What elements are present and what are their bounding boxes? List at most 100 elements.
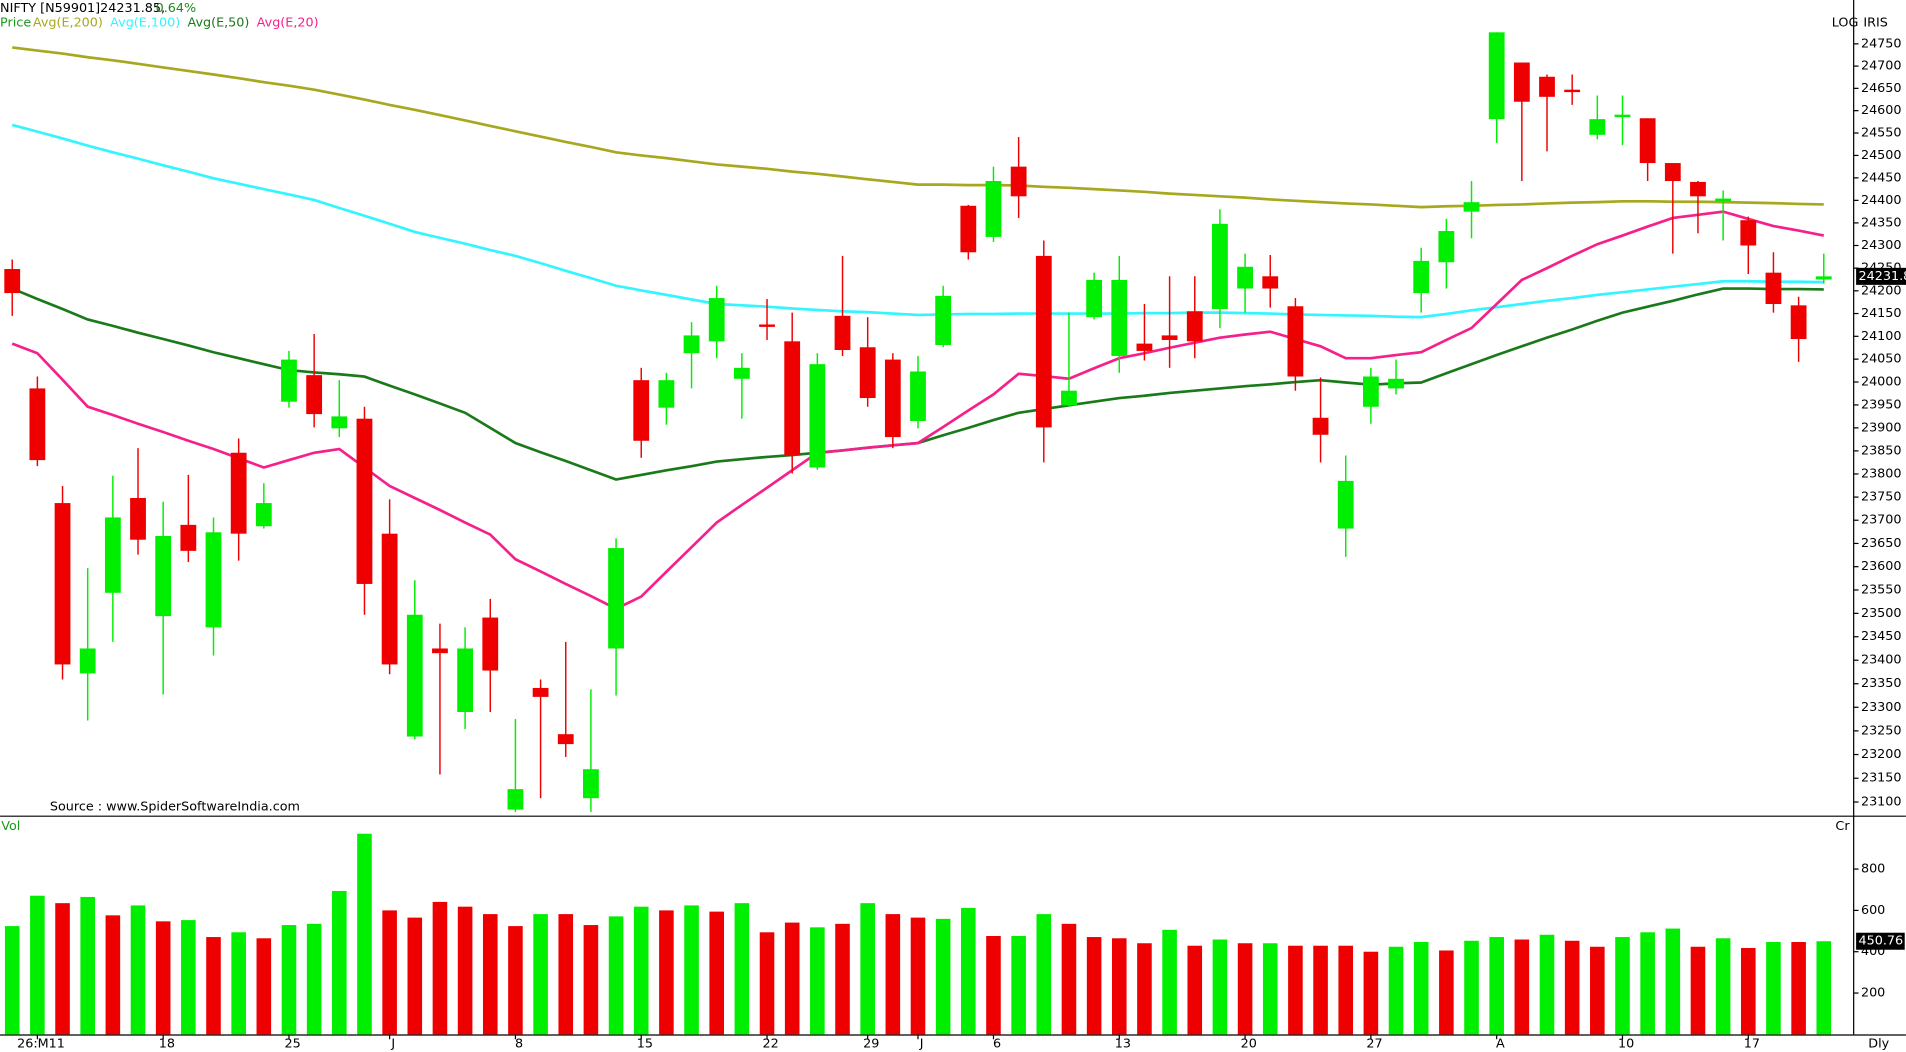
x-tick-label: 26:M11 xyxy=(17,1037,65,1052)
candle-body xyxy=(230,452,247,534)
volume-bar xyxy=(1363,951,1379,1035)
y-tick-label: 24000 xyxy=(1861,375,1902,390)
volume-bar xyxy=(709,911,725,1035)
y-tick-label: 23800 xyxy=(1861,466,1902,481)
candle-body xyxy=(1010,166,1027,197)
y-tick-label: 24750 xyxy=(1861,36,1902,51)
y-tick-label: 24450 xyxy=(1861,170,1902,185)
y-tick-label: 23150 xyxy=(1861,771,1902,786)
volume-bar xyxy=(1137,943,1152,1035)
volume-bar xyxy=(382,910,397,1035)
volume-bar xyxy=(1237,943,1253,1035)
volume-bar xyxy=(1690,946,1706,1035)
y-tick-label: 23200 xyxy=(1861,747,1902,762)
x-tick-label: 25 xyxy=(285,1037,301,1052)
y-tick-label: 24200 xyxy=(1861,283,1902,298)
y-tick-label: 23700 xyxy=(1861,513,1902,528)
candle-body xyxy=(834,315,851,350)
y-tick-label: 24700 xyxy=(1861,59,1902,74)
moving-average-line xyxy=(11,210,1825,611)
y-tick-label: 24500 xyxy=(1861,148,1902,163)
candle-body xyxy=(1790,305,1807,340)
volume-bar xyxy=(306,923,322,1035)
volume-bar xyxy=(256,938,272,1035)
volume-bar xyxy=(1388,946,1404,1035)
y-tick-label: 23750 xyxy=(1861,490,1902,505)
change: 0.64% xyxy=(156,1,197,16)
x-tick-label: 18 xyxy=(159,1037,175,1052)
y-tick-label: 24400 xyxy=(1861,193,1902,208)
volume-bar xyxy=(910,917,926,1035)
candle-body xyxy=(1715,198,1732,202)
volume-bar xyxy=(457,906,473,1035)
last-price-label: 24231.85 xyxy=(1859,269,1906,284)
volume-bar xyxy=(961,907,976,1035)
volume-bar xyxy=(1439,950,1454,1035)
volume-bar xyxy=(583,925,599,1035)
legend-entry: Avg(E,20) xyxy=(257,16,319,31)
x-tick-label: J xyxy=(919,1037,924,1052)
candle-body xyxy=(1262,276,1279,289)
moving-average-line xyxy=(11,123,1824,319)
volume-bar xyxy=(1514,939,1530,1035)
candle-body xyxy=(1815,276,1832,280)
x-tick-label: J xyxy=(390,1037,395,1052)
candle-body xyxy=(1639,118,1656,164)
candle-body xyxy=(960,205,977,253)
candle-body xyxy=(633,380,650,441)
candle-body xyxy=(608,548,624,649)
candle-body xyxy=(54,503,71,665)
volume-bar xyxy=(206,937,221,1035)
volume-bar xyxy=(80,896,95,1035)
candle-body xyxy=(406,614,423,737)
x-tick-label: 8 xyxy=(515,1037,523,1052)
candle-body xyxy=(733,367,750,379)
candle-body xyxy=(683,335,700,354)
period: Dly xyxy=(1868,1037,1889,1052)
x-tick-label: 15 xyxy=(637,1037,653,1052)
volume-bar xyxy=(1489,937,1504,1035)
volume-bar xyxy=(130,905,146,1035)
y-tick-label: 200 xyxy=(1861,986,1885,1001)
candle-body xyxy=(104,517,121,593)
candle-body xyxy=(180,524,197,551)
candle-body xyxy=(583,769,599,799)
x-tick-label: 27 xyxy=(1366,1037,1382,1052)
candle-body xyxy=(1463,202,1480,212)
candle-body xyxy=(281,359,297,402)
x-tick-label: A xyxy=(1496,1037,1505,1052)
candle-body xyxy=(1161,335,1178,340)
volume-bar xyxy=(482,914,498,1035)
x-tick-label: 22 xyxy=(763,1037,779,1052)
candle-body xyxy=(1136,343,1153,351)
candle-body xyxy=(1388,378,1404,389)
candle-body xyxy=(1337,480,1354,529)
legend-price: Price xyxy=(0,16,31,31)
candle-body xyxy=(432,648,448,654)
legend-entry: Avg(E,200) xyxy=(33,16,103,31)
volume-unit: Cr xyxy=(1835,819,1850,834)
volume-bar xyxy=(105,915,121,1035)
candle-body xyxy=(331,416,348,429)
candle-body xyxy=(155,536,172,617)
y-tick-label: 24550 xyxy=(1861,126,1902,141)
x-tick-label: 6 xyxy=(993,1037,1001,1052)
volume-bar xyxy=(155,921,171,1035)
volume-bar xyxy=(30,895,45,1035)
candle-body xyxy=(457,648,474,712)
last-volume-box xyxy=(1856,932,1905,950)
volume-bar xyxy=(332,890,347,1035)
volume-bar xyxy=(659,910,674,1035)
volume-bar xyxy=(1615,937,1630,1035)
legend-entry: Avg(E,100) xyxy=(110,16,180,31)
x-tick-label: 29 xyxy=(863,1037,879,1052)
candle-body xyxy=(507,789,524,810)
volume-bar xyxy=(1162,929,1177,1035)
candle-body xyxy=(79,648,96,674)
y-tick-label: 23500 xyxy=(1861,606,1902,621)
volume-bar xyxy=(533,914,548,1035)
volume-bar xyxy=(734,903,750,1035)
chart-title: NIFTY [N59901]24231.85, xyxy=(0,1,165,16)
candle-body xyxy=(557,734,574,745)
